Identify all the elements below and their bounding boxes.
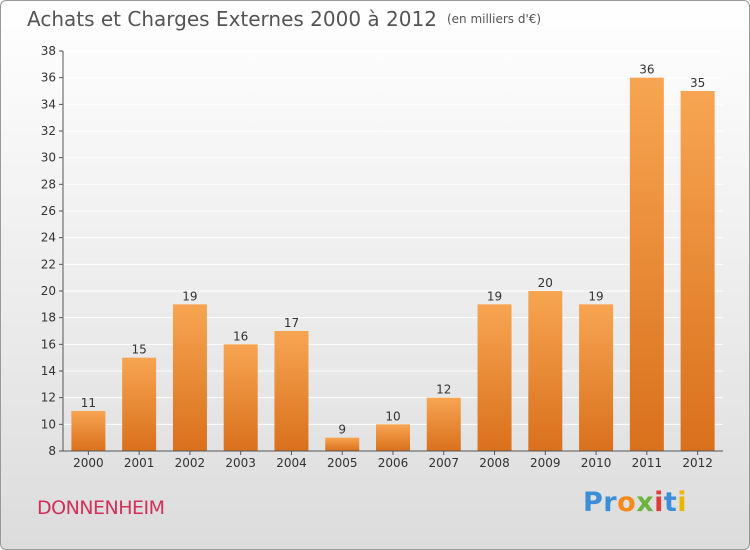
- chart-unit: (en milliers d'€): [446, 12, 542, 26]
- proxiti-logo: Proxiti: [583, 487, 687, 518]
- chart-title: Achats et Charges Externes 2000 à 2012: [27, 7, 437, 31]
- logo-letter: x: [636, 487, 655, 518]
- bar-value-label: 16: [233, 329, 248, 343]
- bar: [325, 437, 360, 451]
- bar-value-label: 19: [182, 289, 197, 303]
- x-tick-label: 2007: [428, 456, 459, 470]
- x-tick-label: 2008: [479, 456, 510, 470]
- bar: [223, 344, 258, 451]
- x-tick-label: 2001: [124, 456, 155, 470]
- bar: [274, 331, 309, 451]
- bar: [579, 304, 614, 451]
- bar-value-label: 36: [639, 63, 654, 77]
- x-tick-label: 2011: [632, 456, 663, 470]
- bar: [629, 77, 664, 452]
- y-tick-label: 10: [41, 417, 56, 431]
- y-tick-label: 28: [41, 177, 56, 191]
- y-tick-label: 30: [41, 151, 56, 165]
- y-tick-label: 36: [41, 71, 56, 85]
- y-tick-label: 34: [41, 97, 56, 111]
- x-tick-label: 2004: [276, 456, 307, 470]
- y-tick-label: 8: [48, 444, 56, 458]
- bar: [172, 304, 207, 451]
- logo-letter: i: [677, 487, 688, 518]
- x-tick-label: 2003: [225, 456, 256, 470]
- y-tick-label: 22: [41, 257, 56, 271]
- bar: [680, 91, 715, 451]
- y-tick-label: 12: [41, 391, 56, 405]
- bar: [477, 304, 512, 451]
- bars-layer: [71, 77, 715, 452]
- logo-letter: P: [583, 487, 604, 518]
- bar-value-label: 12: [436, 383, 451, 397]
- x-tick-label: 2000: [73, 456, 104, 470]
- x-tick-label: 2002: [175, 456, 206, 470]
- x-tick-label: 2012: [682, 456, 713, 470]
- bar: [71, 411, 106, 451]
- logo-letter: r: [603, 487, 618, 518]
- x-tick-label: 2006: [378, 456, 409, 470]
- commune-name: DONNENHEIM: [37, 497, 165, 519]
- bar-value-label: 15: [132, 343, 147, 357]
- bar: [426, 397, 461, 451]
- y-tick-label: 24: [41, 231, 56, 245]
- y-tick-label: 14: [41, 364, 56, 378]
- title-row: Achats et Charges Externes 2000 à 2012 (e…: [27, 7, 541, 31]
- bar-value-label: 17: [284, 316, 299, 330]
- bar-value-label: 35: [690, 76, 705, 90]
- y-tick-label: 38: [41, 44, 56, 58]
- y-tick-label: 26: [41, 204, 56, 218]
- y-tick-label: 18: [41, 311, 56, 325]
- bar-value-label: 19: [487, 289, 502, 303]
- bar: [122, 357, 157, 451]
- bar-value-label: 19: [588, 289, 603, 303]
- bar-value-label: 9: [338, 423, 346, 437]
- x-tick-label: 2009: [530, 456, 561, 470]
- bar-value-label: 11: [81, 396, 96, 410]
- axis-layer: 8 10 12 14 16 18 20 22 24 26 28 30 32 34 36 38 2000 2001 2…: [41, 44, 723, 470]
- bar: [376, 424, 410, 451]
- bar-value-label: 20: [538, 276, 553, 290]
- x-tick-label: 2005: [327, 456, 358, 470]
- logo-letter: i: [654, 487, 664, 518]
- grid-layer: [63, 50, 723, 452]
- y-tick-label: 20: [41, 284, 56, 298]
- bar-value-label: 10: [385, 409, 400, 423]
- x-tick-label: 2010: [581, 456, 612, 470]
- y-tick-label: 32: [41, 124, 56, 138]
- logo-letter: t: [663, 487, 678, 518]
- y-tick-label: 16: [41, 337, 56, 351]
- logo-letter: o: [617, 487, 637, 518]
- bar: [528, 291, 563, 451]
- labels-layer: 11 15 19 16 17 9 10 12 19 20 19 36 35: [81, 63, 706, 437]
